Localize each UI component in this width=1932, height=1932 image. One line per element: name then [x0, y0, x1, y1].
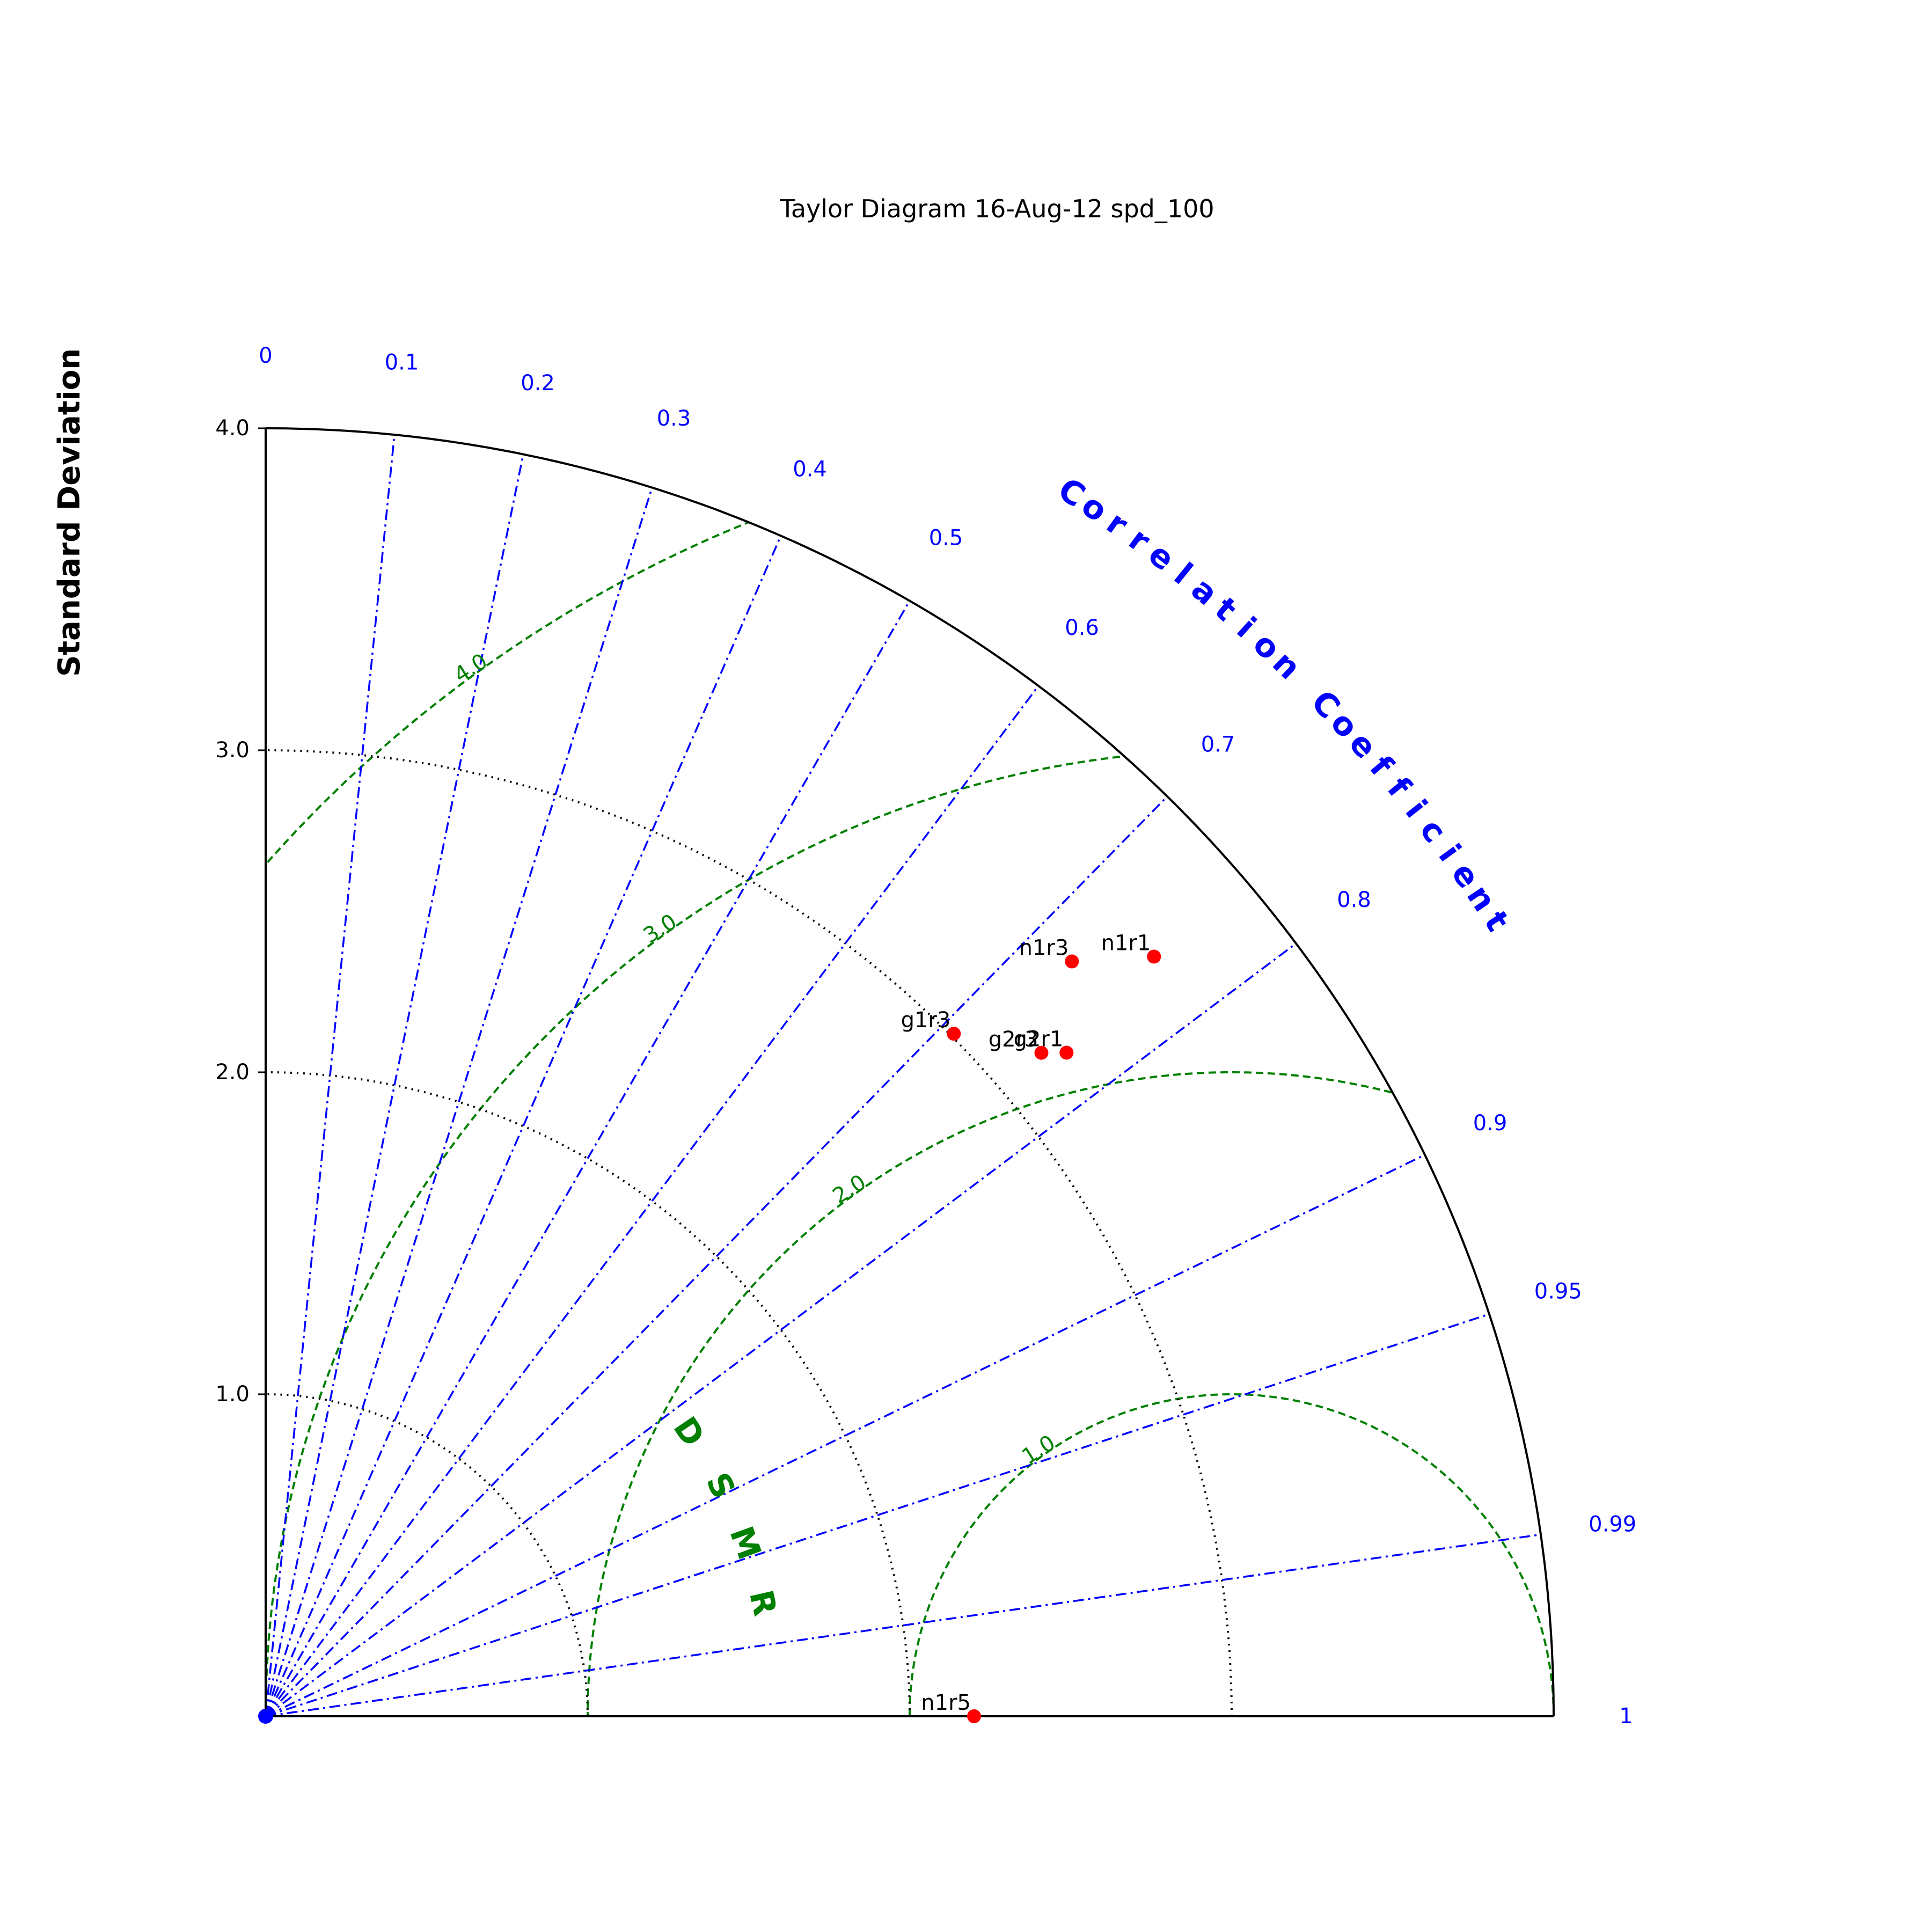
- correlation-tick-label: 0.1: [385, 350, 419, 375]
- data-point-label: n1r1: [1101, 931, 1151, 956]
- rms-contour: [266, 749, 1554, 1716]
- rms-title-char: D: [666, 1410, 712, 1453]
- std-grid-arc: [266, 1393, 589, 1716]
- correlation-tick-label: 1: [1619, 1704, 1633, 1729]
- data-point-label: g1r3: [901, 1008, 951, 1033]
- correlation-line: [265, 1313, 1490, 1717]
- correlation-line: [265, 600, 911, 1717]
- rms-contour: [909, 1393, 1554, 1716]
- correlation-tick-label: 0.5: [929, 526, 963, 551]
- axis-labels: 1.0 2.0 3.0 4.0 0 0.1 0.2 0.3 0.4 0.5 0.6 0.7 0.8 0.9…: [215, 343, 1636, 1729]
- correlation-lines: [265, 434, 1541, 1717]
- std-grid-arc: [265, 749, 1233, 1717]
- std-grid-arc: [265, 1071, 911, 1717]
- data-point: [947, 1027, 961, 1041]
- correlation-tick-label: 0.2: [521, 371, 555, 396]
- rms-title-char: R: [742, 1587, 784, 1620]
- correlation-line: [265, 434, 396, 1717]
- axes: [258, 427, 1555, 1724]
- rms-title-char: M: [722, 1521, 768, 1564]
- data-point-label: g2r3: [989, 1027, 1038, 1052]
- correlation-line: [265, 942, 1297, 1717]
- data-point-label: n1r3: [1019, 936, 1069, 961]
- rms-title-char: S: [698, 1467, 742, 1504]
- correlation-tick-label: 0.3: [657, 406, 691, 431]
- correlation-tick-label: 0.8: [1337, 888, 1371, 912]
- correlation-tick-label: 0.6: [1065, 616, 1099, 640]
- data-point: [1065, 954, 1079, 969]
- rms-contour-label: 2.0: [829, 1170, 870, 1209]
- std-tick-label: 3.0: [215, 738, 250, 763]
- rms-contours: [266, 428, 1554, 1716]
- correlation-line: [265, 535, 782, 1717]
- correlation-title-char: f: [1380, 770, 1418, 805]
- correlation-line: [265, 487, 653, 1717]
- rms-contour-label: 1.0: [1018, 1430, 1059, 1469]
- correlation-line: [265, 454, 524, 1717]
- correlation-tick-label: 0: [259, 343, 272, 368]
- rms-contour: [266, 428, 1554, 1716]
- rms-contour-label: 4.0: [450, 649, 492, 688]
- rms-contour-label: 3.0: [639, 909, 681, 948]
- data-point: [1034, 1045, 1049, 1060]
- correlation-tick-label: 0.7: [1201, 733, 1235, 757]
- y-axis-label: Standard Deviation: [52, 348, 87, 677]
- correlation-line: [265, 1533, 1541, 1717]
- correlation-tick-label: 0.95: [1534, 1279, 1582, 1304]
- data-point-label: n1r5: [921, 1690, 971, 1715]
- outer-arc: [265, 427, 1555, 1717]
- data-point: [1059, 1045, 1074, 1060]
- correlation-tick-label: 0.99: [1589, 1512, 1636, 1536]
- origin-marker: [258, 1709, 273, 1724]
- std-grid: [265, 749, 1233, 1717]
- std-tick-label: 2.0: [215, 1060, 250, 1085]
- rms-contour: [587, 1071, 1554, 1716]
- std-tick-label: 1.0: [215, 1382, 250, 1407]
- correlation-line: [265, 685, 1040, 1717]
- chart-title: Taylor Diagram 16-Aug-12 spd_100: [779, 194, 1214, 223]
- correlation-title-char: i: [1398, 793, 1435, 825]
- correlation-title-char: c: [1412, 812, 1453, 850]
- correlation-tick-label: 0.4: [793, 457, 827, 482]
- data-point: [967, 1709, 981, 1723]
- std-tick-label: 4.0: [215, 416, 250, 441]
- data-point: [1147, 949, 1161, 964]
- correlation-tick-label: 0.9: [1473, 1111, 1507, 1136]
